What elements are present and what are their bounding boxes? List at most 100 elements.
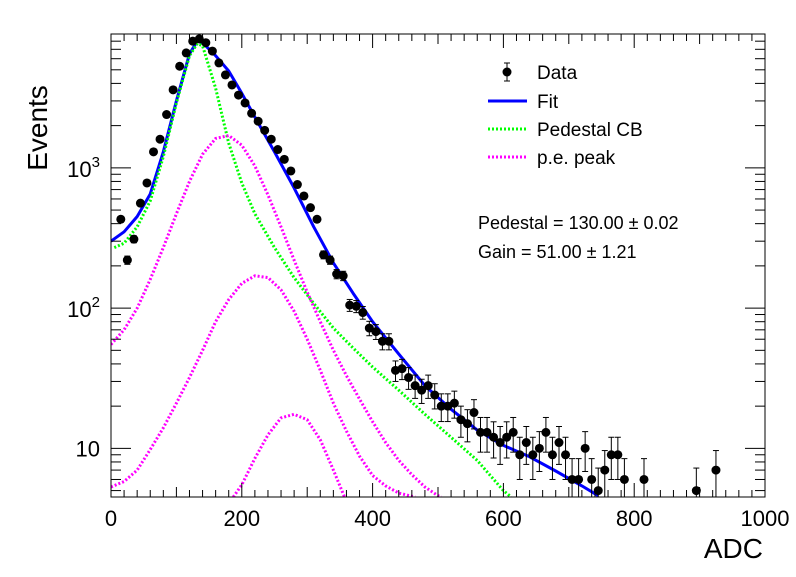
data-point	[593, 467, 603, 497]
data-marker	[260, 125, 270, 135]
data-marker	[691, 486, 701, 496]
legend-label: p.e. peak	[537, 148, 616, 169]
data-point	[691, 467, 701, 497]
data-point	[528, 436, 538, 480]
data-point	[417, 378, 427, 404]
data-point	[587, 458, 597, 497]
data-point	[711, 450, 721, 497]
data-point	[162, 110, 172, 120]
data-marker	[547, 450, 557, 460]
data-marker	[234, 90, 244, 100]
data-point	[554, 426, 564, 465]
data-point	[214, 58, 224, 68]
data-marker	[489, 432, 499, 442]
data-point	[155, 134, 165, 144]
data-marker	[377, 336, 387, 346]
data-point	[319, 250, 329, 260]
data-point	[377, 333, 387, 351]
data-point	[338, 270, 348, 282]
data-point	[430, 383, 440, 410]
data-marker	[371, 327, 381, 337]
data-point	[462, 409, 472, 443]
data-point	[371, 324, 381, 340]
data-point	[410, 374, 420, 399]
data-marker	[266, 134, 276, 144]
data-marker	[273, 145, 283, 155]
data-marker	[279, 154, 289, 164]
data-point	[220, 70, 230, 80]
data-point	[266, 134, 276, 144]
data-point	[286, 166, 296, 176]
data-marker	[436, 401, 446, 411]
data-marker	[417, 385, 427, 395]
data-marker	[613, 450, 623, 460]
data-marker	[554, 438, 564, 448]
data-point	[351, 300, 361, 314]
data-point	[600, 450, 610, 497]
data-marker	[168, 85, 178, 95]
p-e-peak-curve-1	[111, 134, 442, 497]
data-marker	[227, 80, 237, 90]
x-tick-label: 1000	[741, 506, 790, 531]
x-tick-label: 800	[616, 506, 653, 531]
data-marker	[253, 116, 263, 126]
data-marker	[247, 108, 257, 118]
data-marker	[181, 48, 191, 58]
data-marker	[639, 474, 649, 484]
pedestal-annotation: Pedestal = 130.00 ± 0.02	[478, 213, 679, 233]
data-point	[567, 458, 577, 497]
data-marker	[482, 427, 492, 437]
data-point	[168, 85, 178, 95]
data-point	[234, 90, 244, 100]
data-marker	[286, 166, 296, 176]
legend-item: Fit	[488, 92, 559, 113]
data-point	[580, 431, 590, 473]
legend-item: Pedestal CB	[488, 120, 643, 141]
fit-annotations: Pedestal = 130.00 ± 0.02 Gain = 51.00 ± 1…	[478, 213, 679, 262]
data-point	[116, 214, 126, 224]
data-marker	[449, 398, 459, 408]
y-axis-label: Events	[22, 85, 53, 171]
data-marker	[122, 255, 132, 265]
data-marker	[351, 301, 361, 311]
data-marker	[129, 234, 139, 244]
data-point	[456, 405, 466, 438]
data-point	[299, 191, 309, 201]
data-marker	[292, 180, 302, 190]
data-point	[384, 333, 394, 351]
data-marker	[358, 308, 368, 318]
data-point	[574, 458, 584, 497]
data-point	[201, 38, 211, 48]
data-point	[175, 61, 185, 71]
data-marker	[476, 427, 486, 437]
data-marker	[430, 390, 440, 400]
data-point	[247, 108, 257, 118]
data-point	[325, 255, 335, 265]
data-marker	[240, 98, 250, 108]
data-marker	[404, 373, 414, 383]
data-point	[423, 374, 433, 399]
data-marker	[508, 427, 518, 437]
data-marker	[207, 46, 217, 56]
data-marker	[574, 474, 584, 484]
data-marker	[619, 474, 629, 484]
data-point	[227, 80, 237, 90]
data-marker	[325, 255, 335, 265]
data-point	[639, 458, 649, 497]
data-point	[194, 34, 204, 44]
data-point	[534, 431, 544, 473]
data-point	[240, 98, 250, 108]
data-point	[508, 416, 518, 453]
data-point	[541, 416, 551, 453]
data-marker	[384, 336, 394, 346]
data-marker	[338, 271, 348, 281]
data-marker	[462, 419, 472, 429]
data-marker	[312, 214, 322, 224]
data-marker	[410, 381, 420, 391]
data-point	[482, 416, 492, 453]
x-tick-label: 0	[105, 506, 117, 531]
data-marker	[593, 486, 603, 496]
data-marker	[319, 250, 329, 260]
data-marker	[534, 443, 544, 453]
